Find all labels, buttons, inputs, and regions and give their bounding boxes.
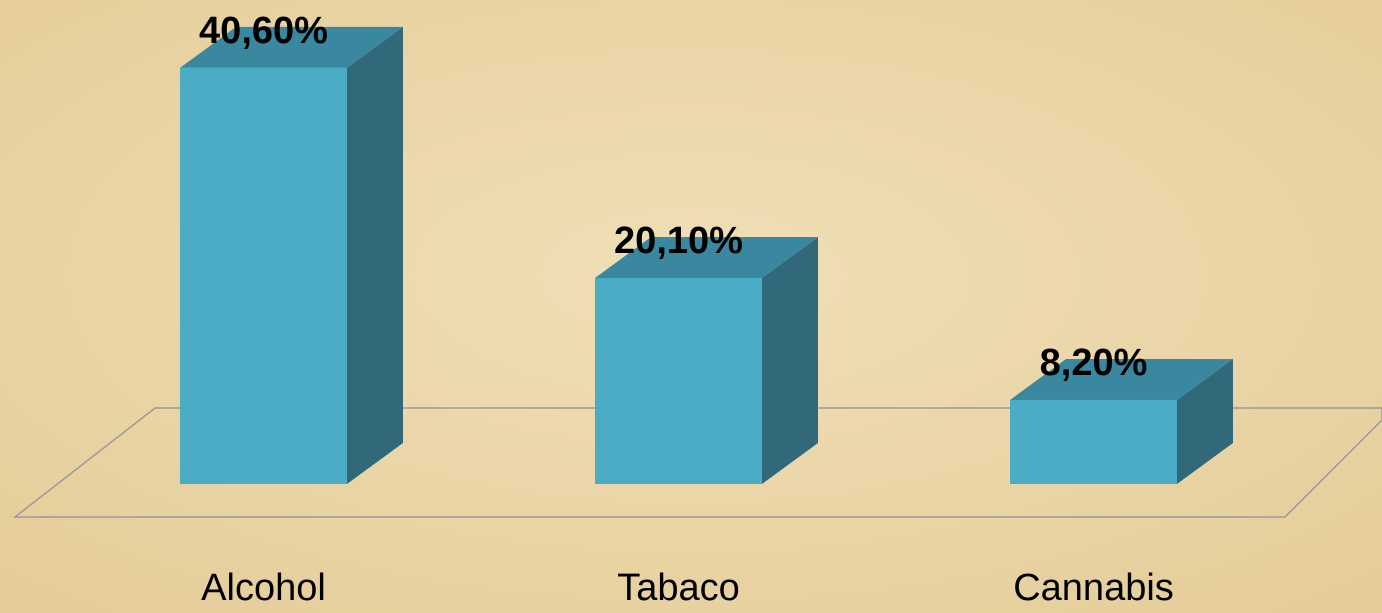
bar-front bbox=[595, 277, 762, 484]
bar bbox=[1010, 358, 1233, 484]
category-label: Tabaco bbox=[617, 567, 740, 609]
bar-side bbox=[1177, 358, 1233, 484]
bar-side bbox=[347, 26, 403, 484]
bar-top bbox=[595, 236, 818, 278]
category-label: Cannabis bbox=[1013, 567, 1174, 609]
bar-front bbox=[1010, 399, 1177, 484]
bar bbox=[595, 236, 818, 484]
bar-top bbox=[180, 26, 403, 68]
category-label: Alcohol bbox=[201, 567, 326, 609]
value-label: 8,20% bbox=[1040, 342, 1148, 384]
bar-top bbox=[1010, 358, 1233, 400]
value-label: 20,10% bbox=[614, 220, 743, 262]
bar bbox=[180, 26, 403, 484]
value-label: 40,60% bbox=[199, 10, 328, 52]
bar-side bbox=[762, 236, 818, 484]
bar-front bbox=[180, 67, 347, 484]
